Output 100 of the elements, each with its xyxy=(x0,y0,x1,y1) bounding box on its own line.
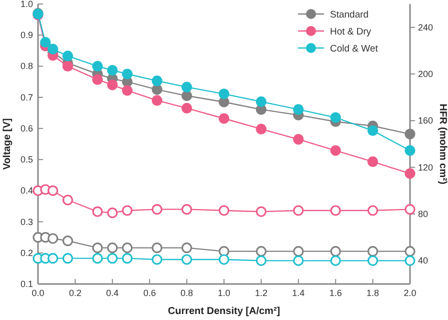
point xyxy=(368,125,378,136)
point xyxy=(48,253,58,264)
y-tick-label: 0.2 xyxy=(20,248,33,258)
point xyxy=(107,64,118,76)
y-tick-label: 0.9 xyxy=(20,30,33,40)
point xyxy=(404,246,416,257)
point xyxy=(368,205,378,216)
y-axis-title: Voltage [V] xyxy=(2,118,13,170)
point xyxy=(40,36,51,48)
x-tick-label: 0.8 xyxy=(180,288,194,298)
point xyxy=(404,128,416,140)
x-tick-label: 2.0 xyxy=(404,288,416,298)
y-tick-label: 1.0 xyxy=(20,0,33,9)
point xyxy=(256,246,266,257)
y2-tick-label: 200 xyxy=(418,69,434,79)
x-tick-label: 0.2 xyxy=(68,288,82,298)
y-tick-label: 0.4 xyxy=(20,186,33,196)
y2-tick-label: 80 xyxy=(418,209,428,219)
point xyxy=(182,90,192,102)
x-tick-label: 0.0 xyxy=(32,288,44,298)
point xyxy=(256,255,266,266)
point xyxy=(152,254,162,265)
point xyxy=(62,236,74,246)
point xyxy=(182,254,192,265)
point xyxy=(404,168,416,179)
point xyxy=(107,242,118,254)
point xyxy=(330,145,341,156)
x-tick-label: 1.2 xyxy=(254,288,268,298)
y2-tick-label: 240 xyxy=(418,22,434,32)
point xyxy=(218,205,230,216)
point xyxy=(368,156,378,168)
point xyxy=(182,102,192,114)
legend-label: Standard xyxy=(330,10,369,20)
point xyxy=(92,242,103,254)
point xyxy=(107,208,118,218)
point xyxy=(368,246,378,257)
point xyxy=(218,113,230,124)
point xyxy=(92,206,103,217)
point xyxy=(92,74,103,85)
point xyxy=(122,85,133,96)
point xyxy=(293,134,304,145)
point xyxy=(404,204,416,215)
point xyxy=(122,68,133,80)
x-axis-title: Current Density [A/cm²] xyxy=(168,306,280,317)
point xyxy=(330,205,341,216)
point xyxy=(48,233,58,244)
point xyxy=(92,60,103,72)
point xyxy=(152,84,162,95)
point xyxy=(62,60,74,72)
y-tick-label: 0.6 xyxy=(20,123,33,134)
x-tick-label: 1.8 xyxy=(366,288,380,298)
point xyxy=(122,242,133,254)
point xyxy=(122,205,133,216)
legend-label: Hot & Dry xyxy=(330,26,372,38)
point xyxy=(48,44,58,54)
point xyxy=(152,204,162,215)
point xyxy=(48,185,58,196)
x-tick-label: 1.4 xyxy=(292,288,305,298)
y2-tick-label: 40 xyxy=(418,256,428,266)
y-tick-label: 0.1 xyxy=(20,279,33,289)
point xyxy=(330,246,341,257)
point xyxy=(92,253,103,264)
point xyxy=(256,124,266,134)
point xyxy=(62,50,74,62)
y2-tick-label: 120 xyxy=(418,162,434,172)
point xyxy=(293,104,304,115)
x-tick-label: 1.0 xyxy=(218,288,230,298)
point xyxy=(107,80,118,90)
point xyxy=(368,255,378,266)
point xyxy=(330,112,341,123)
x-tick-label: 0.6 xyxy=(143,288,156,298)
point xyxy=(182,204,192,215)
point xyxy=(293,246,304,257)
y-tick-label: 0.5 xyxy=(20,154,33,165)
point xyxy=(122,253,133,264)
point xyxy=(330,255,341,266)
point xyxy=(152,76,162,86)
point xyxy=(256,96,266,107)
x-tick-label: 0.4 xyxy=(106,288,119,298)
point xyxy=(107,253,118,264)
point xyxy=(293,255,304,266)
point xyxy=(182,82,192,92)
point xyxy=(404,145,416,156)
y-tick-label: 0.8 xyxy=(20,61,33,72)
point xyxy=(182,242,192,254)
point xyxy=(293,205,304,216)
x-tick-label: 1.6 xyxy=(329,288,342,298)
legend-label: Cold & Wet xyxy=(330,44,378,54)
point xyxy=(152,242,162,254)
y2-tick-label: 160 xyxy=(418,116,434,126)
point xyxy=(404,255,416,266)
y-tick-label: 0.3 xyxy=(20,216,33,227)
y2-axis-title: HFR (mohm cm²) xyxy=(437,104,448,184)
point xyxy=(152,95,162,106)
point xyxy=(218,88,230,100)
point xyxy=(256,206,266,217)
point xyxy=(62,253,74,264)
point xyxy=(62,194,74,206)
y-tick-label: 0.7 xyxy=(20,92,33,102)
point xyxy=(218,254,230,265)
